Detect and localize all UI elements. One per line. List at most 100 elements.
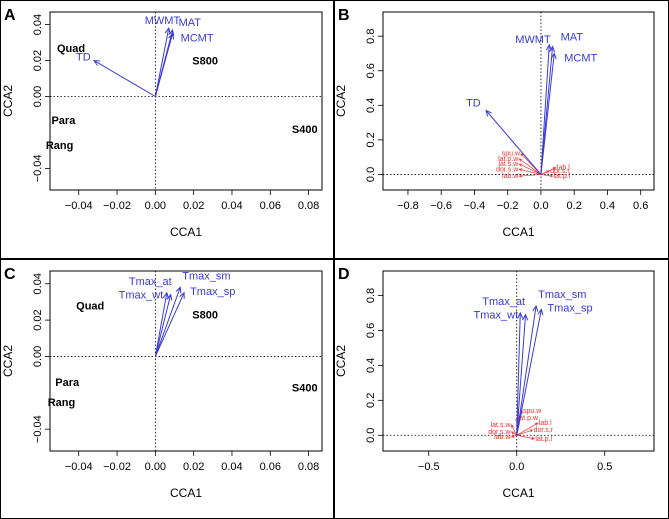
vector-arrow-mcmt [154, 33, 174, 97]
y-tick-label: 0.2 [365, 132, 377, 147]
species-arrow-lab.l [540, 167, 557, 175]
species-arrow-spu.w-head [520, 153, 524, 157]
vector-arrow-mwmt [540, 44, 550, 175]
vector-label-tmax_wt: Tmax_wt [119, 290, 164, 302]
x-tick-label: −0.4 [464, 200, 486, 212]
x-tick-label: −0.02 [103, 461, 131, 473]
panel-B: B −0.8 −0.6 −0.4 −0.2 0.0 0.2 0.4 0.6 0.0 0.2 0.4 0.… [334, 0, 669, 259]
species-label-lat.p.l: lat.p.l [554, 173, 571, 180]
y-tick-label: 0.04 [32, 14, 44, 35]
vector-arrow-mat-head [168, 28, 175, 36]
vector-arrow-mat-head [549, 45, 556, 53]
x-tick-label: 0.4 [600, 200, 615, 212]
species-arrow-dor.s.w [511, 431, 517, 436]
vector-arrow-tmax_wt [516, 314, 527, 436]
x-tick-label: −0.5 [418, 461, 440, 473]
y-tick-label: 0.04 [32, 273, 44, 294]
x-tick-label: −0.02 [103, 200, 131, 212]
vector-arrow-tmax_sm [154, 287, 181, 357]
species-label-lab.w: lab.w [502, 173, 519, 180]
x-tick-label: −0.6 [430, 200, 452, 212]
vector-arrow-mcmt-head [168, 32, 175, 40]
species-arrow-lat.p.w-head [518, 158, 523, 162]
species-arrow-lab.w-head [510, 434, 515, 438]
species-arrow-lat.p.l [540, 174, 553, 177]
x-tick-label: 0.06 [260, 461, 281, 473]
vector-label-mat: MAT [179, 17, 202, 29]
species-label-spu.w: spu.w [502, 151, 521, 158]
vector-label-td: TD [76, 52, 91, 64]
species-arrow-lat.p.l-head [549, 174, 554, 178]
vector-arrow-td-head [93, 59, 101, 66]
y-tick-label: 0.8 [365, 288, 377, 303]
vector-label-tmax_sp: Tmax_sp [547, 302, 592, 314]
site-label-para: Para [51, 115, 76, 127]
vector-label-tmax_sm: Tmax_sm [538, 289, 586, 301]
species-arrow-lat.p.w [519, 158, 542, 175]
vector-arrow-tmax_sm-head [532, 304, 539, 312]
vector-arrow-td [93, 60, 156, 97]
vector-label-tmax_sp: Tmax_sp [190, 286, 235, 298]
y-tick-label: −0.04 [32, 155, 44, 183]
vector-arrow-tmax_at [154, 292, 168, 357]
vector-label-mwmt: MWMT [515, 34, 551, 46]
site-label-rang: Rang [48, 397, 76, 409]
species-arrow-lab.w [511, 434, 517, 438]
species-label-dor.s.w: dor.s.w [496, 166, 519, 173]
species-arrow-lat.s.w [511, 424, 518, 436]
x-tick-label: 0.0 [509, 461, 524, 473]
x-tick-label: 0.2 [567, 200, 582, 212]
vector-arrow-tmax_wt-head [522, 313, 529, 321]
species-arrow-dor.s.w-head [510, 431, 515, 435]
species-label-lat.p.w: lat.p.w [518, 415, 539, 422]
species-label-dor.s.r: dor.s.r [534, 427, 554, 434]
species-arrow-lat.s.w [519, 163, 542, 175]
vector-label-tmax_at: Tmax_at [482, 296, 525, 308]
vector-arrow-tmax_sm-head [175, 286, 182, 294]
species-label-dor.s.w: dor.s.w [488, 429, 511, 436]
vector-arrow-mcmt-head [550, 52, 557, 60]
vector-arrow-td [485, 110, 542, 175]
vector-arrow-mcmt [540, 53, 555, 175]
panel-label: B [338, 7, 350, 24]
x-axis-title: CCA1 [170, 486, 202, 500]
y-axis-title: CCA2 [1, 85, 15, 117]
vector-arrow-tmax_at-head [517, 311, 524, 319]
site-label-s400: S400 [292, 382, 318, 394]
y-tick-label: 0.02 [32, 309, 44, 330]
vector-arrow-tmax_wt [154, 294, 172, 357]
panel-border [0, 0, 334, 259]
x-tick-label: 0.02 [183, 461, 204, 473]
species-arrow-dor.s.r-head [529, 429, 534, 433]
x-tick-label: −0.2 [497, 200, 519, 212]
x-tick-label: 0.5 [597, 461, 612, 473]
x-axis-title: CCA1 [170, 225, 202, 239]
species-arrow-dor.s.w-head [518, 168, 523, 172]
species-arrow-lab.l [516, 422, 539, 436]
y-tick-label: 0.02 [32, 50, 44, 71]
y-tick-label: 0.4 [365, 98, 377, 113]
site-label-s800: S800 [192, 56, 218, 68]
species-arrow-lat.p.l [516, 434, 535, 440]
vector-arrow-tmax_at [516, 312, 521, 436]
x-tick-label: 0.08 [298, 461, 319, 473]
species-label-lat.p.w: lat.p.w [498, 156, 519, 163]
x-tick-label: −0.8 [397, 200, 419, 212]
site-label-rang: Rang [46, 140, 74, 152]
x-tick-label: 0.04 [221, 461, 242, 473]
species-arrow-lat.s.w-head [511, 424, 515, 428]
species-arrow-lab.l-head [552, 167, 557, 171]
vector-arrow-tmax_sp-head [179, 291, 185, 299]
vector-label-mcmt: MCMT [181, 33, 214, 45]
x-tick-label: 0.04 [221, 200, 242, 212]
y-axis-title: CCA2 [334, 345, 348, 377]
x-axis-title: CCA1 [502, 486, 534, 500]
x-tick-label: −0.04 [65, 200, 93, 212]
plot-area [49, 270, 323, 452]
vector-label-td: TD [466, 98, 481, 110]
x-tick-label: 0.6 [633, 200, 648, 212]
y-tick-label: 0.2 [365, 393, 377, 408]
vector-arrow-td-head [485, 109, 492, 117]
vector-label-mat: MAT [561, 32, 584, 44]
species-arrow-lat.p.l-head [531, 436, 536, 440]
